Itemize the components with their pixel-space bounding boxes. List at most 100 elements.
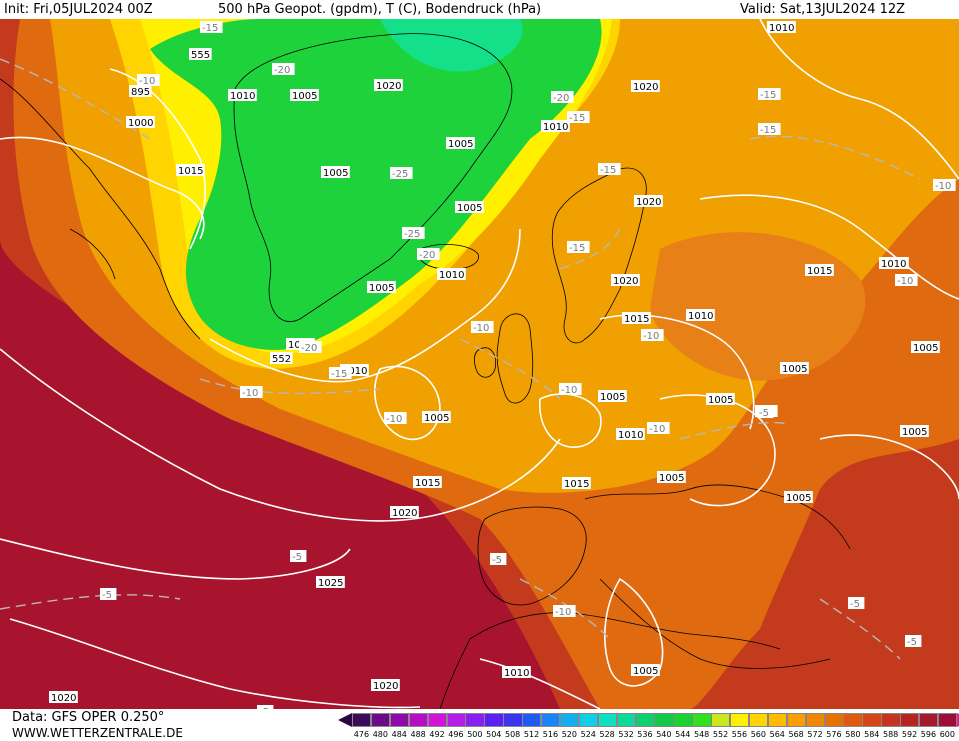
pressure-label: 1020 (371, 679, 400, 692)
pressure-label: 1010 (686, 309, 715, 322)
svg-text:-15: -15 (760, 90, 776, 101)
svg-text:1005: 1005 (633, 666, 658, 677)
svg-text:1005: 1005 (457, 203, 482, 214)
init-time: Init: Fri,05JUL2024 00Z (4, 2, 153, 17)
temperature-label: -10 (137, 74, 160, 87)
colorbar-swatch (767, 713, 788, 727)
data-source: Data: GFS OPER 0.250° (12, 710, 165, 725)
svg-text:1025: 1025 (318, 578, 343, 589)
svg-text:1005: 1005 (786, 493, 811, 504)
pressure-label: 1005 (900, 425, 929, 438)
svg-text:-15: -15 (569, 113, 585, 124)
colorbar-swatch (862, 713, 882, 727)
pressure-label: 552 (270, 352, 293, 365)
svg-text:-20: -20 (419, 250, 435, 261)
colorbar-label: 588 (883, 730, 899, 739)
colorbar-swatch (503, 713, 523, 727)
svg-text:555: 555 (191, 50, 210, 61)
colorbar-swatch (465, 713, 485, 727)
pressure-label: 895 (129, 85, 152, 98)
colorbar-label: 480 (372, 730, 388, 739)
colorbar-label: 512 (523, 730, 540, 739)
pressure-label: 1005 (321, 166, 350, 179)
svg-text:-25: -25 (392, 169, 408, 180)
svg-text:1010: 1010 (230, 91, 255, 102)
footer: Data: GFS OPER 0.250° WWW.WETTERZENTRALE… (0, 709, 959, 741)
pressure-label: 1015 (622, 312, 651, 325)
colorbar-label: 504 (486, 730, 502, 739)
colorbar-label: 492 (429, 730, 445, 739)
iceland-coast (418, 244, 479, 270)
temperature-label: -20 (551, 91, 574, 104)
svg-text:1010: 1010 (769, 23, 794, 34)
colorbar-swatch (843, 713, 863, 727)
svg-text:1010: 1010 (688, 311, 713, 322)
colorbar-swatch (408, 713, 429, 727)
colorbar-swatch (541, 713, 561, 727)
temperature-label: -15 (598, 163, 621, 176)
svg-text:1005: 1005 (323, 168, 348, 179)
colorbar-label: 528 (599, 730, 615, 739)
svg-text:-10: -10 (386, 414, 402, 425)
map-title: 500 hPa Geopot. (gpdm), T (C), Bodendruc… (218, 2, 542, 17)
pressure-label: 1020 (374, 79, 403, 92)
svg-text:895: 895 (131, 87, 150, 98)
colorbar-label: 564 (769, 730, 785, 739)
pressure-label: 1015 (805, 264, 834, 277)
colorbar-swatch (730, 713, 750, 727)
colorbar-swatch (900, 713, 920, 727)
svg-text:1005: 1005 (902, 427, 927, 438)
colorbar-swatch (352, 713, 372, 727)
colorbar-swatch (824, 713, 844, 727)
pressure-label: 1005 (455, 201, 484, 214)
pressure-label: 1005 (367, 281, 396, 294)
svg-text:-10: -10 (561, 385, 577, 396)
colorbar-swatch (522, 713, 542, 727)
pressure-label: 1005 (290, 89, 319, 102)
british-isles-coast (473, 313, 534, 404)
temperature-label: -5 (290, 550, 307, 563)
svg-text:-20: -20 (274, 65, 290, 76)
svg-text:-15: -15 (202, 23, 218, 34)
pressure-label: 1005 (706, 393, 735, 406)
svg-text:1010: 1010 (881, 259, 906, 270)
pressure-label: 1020 (611, 274, 640, 287)
temperature-label: -15 (758, 88, 781, 101)
pressure-label: 1010 (767, 21, 796, 34)
svg-text:-15: -15 (600, 165, 616, 176)
pressure-label: 1005 (657, 471, 686, 484)
colorbar-swatch (446, 713, 466, 727)
field-green-core (380, 19, 523, 72)
pressure-label: 1025 (316, 576, 345, 589)
colorbar-swatch (597, 713, 618, 727)
colorbar-label: 548 (694, 730, 710, 739)
pressure-label: 1020 (631, 80, 660, 93)
pressure-label: 1005 (784, 491, 813, 504)
colorbar-label: 520 (561, 730, 577, 739)
temperature-label: -10 (559, 383, 582, 396)
svg-text:1010: 1010 (342, 366, 367, 377)
pressure-label: 1015 (176, 164, 205, 177)
colorbar-label: 496 (448, 730, 464, 739)
temperature-label: -10 (647, 422, 670, 435)
colorbar-label: 488 (410, 730, 426, 739)
greenland-coast (233, 33, 513, 322)
website: WWW.WETTERZENTRALE.DE (12, 726, 183, 740)
svg-text:-5: -5 (102, 590, 112, 601)
colorbar-swatch (786, 713, 807, 727)
colorbar-swatch (937, 713, 958, 727)
pressure-label: 1005 (631, 664, 660, 677)
colorbar-label: 516 (542, 730, 559, 739)
svg-text:-5: -5 (492, 555, 502, 566)
colorbar-max-arrow (956, 713, 959, 727)
colorbar-label: 576 (826, 730, 842, 739)
svg-text:1015: 1015 (564, 479, 589, 490)
svg-text:1005: 1005 (292, 91, 317, 102)
pressure-label: 1010 (437, 268, 466, 281)
colorbar-swatch (578, 713, 599, 727)
svg-text:1020: 1020 (636, 197, 661, 208)
svg-text:1015: 1015 (178, 166, 203, 177)
pressure-label: 1010 (502, 666, 531, 679)
pressure-label: 1000 (126, 116, 155, 129)
temperature-label: -5 (757, 406, 774, 419)
